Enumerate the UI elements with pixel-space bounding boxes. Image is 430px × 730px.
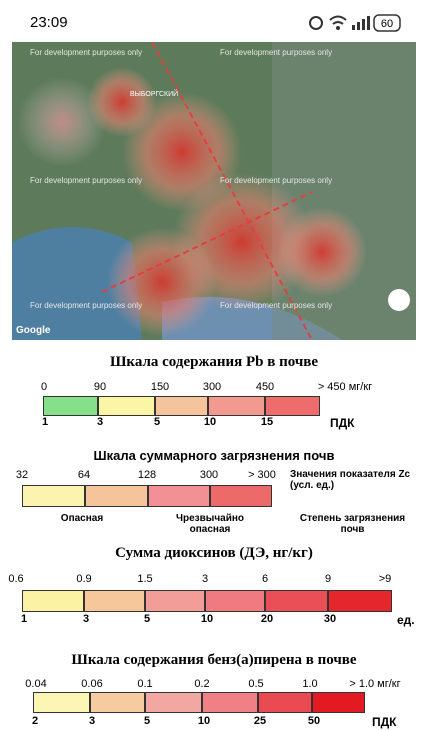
top-label: > 1.0 мг/кг [349,678,401,690]
bottom-label: 10 [203,416,217,428]
top-label: 0.2 [194,678,210,690]
scale-segment [265,396,320,416]
top-label: 0.5 [248,678,264,690]
top-label: 6 [261,573,269,585]
side-label: Степень загрязнения почв [299,513,406,535]
top-label: 150 [150,381,170,393]
top-label: 300 [202,381,222,393]
scale-segment [33,692,90,713]
top-label: 0.9 [76,573,92,585]
status-icons: 60 [309,14,401,32]
scale-segment [205,590,265,612]
battery: 60 [381,18,393,30]
top-label: 0 [40,381,48,393]
bottom-label: 5 [143,715,151,727]
map-watermark: For development purposes only [220,176,333,185]
scale-title: Шкала содержания бенз(а)пирена в почве [71,652,357,668]
scale-segment [22,590,84,612]
top-label: 90 [93,381,107,393]
top-label: 3 [201,573,209,585]
scale-segment [210,485,272,507]
map-watermark: For development purposes only [30,176,143,185]
top-label: 9 [324,573,332,585]
bottom-label: 10 [200,613,214,625]
bottom-label: 20 [260,613,274,625]
scale-segment [328,590,392,612]
top-label: 0.04 [25,678,47,690]
map-watermark: For development purposes only [30,301,143,310]
top-label: > 300 [248,469,276,481]
unit-label: ПДК [330,416,355,430]
scale-segment [22,485,85,507]
top-label: 300 [199,469,219,481]
top-label: > 450 мг/кг [317,381,373,393]
side-label: Значения показателя Zc (усл. ед.) [290,469,411,491]
top-label: 1.0 [302,678,318,690]
bottom-label: 1 [20,613,28,625]
bottom-label: 3 [82,613,90,625]
top-label: 1.5 [137,573,153,585]
bottom-label: 3 [96,416,104,428]
scale-segment [148,485,210,507]
scale-segment [145,692,202,713]
map-watermark: For development purposes only [220,48,333,57]
bottom-label: 3 [88,715,96,727]
scale-segment [43,396,98,416]
time: 23:09 [30,14,68,31]
map-watermark: For development purposes only [30,48,143,57]
scale-segment [98,396,155,416]
top-label: 450 [255,381,275,393]
top-label: >9 [378,573,392,585]
map-place: ВЫБОРГСКИЙ [130,91,179,98]
top-label: 0.6 [8,573,24,585]
bottom-label: 5 [153,416,161,428]
bottom-label: 5 [143,613,151,625]
scale-segment [312,692,365,713]
map-watermark: For development purposes only [220,301,333,310]
map-logo: Google [16,325,51,336]
scale-segment [85,485,148,507]
scale-title: Шкала содержания Pb в почве [109,354,319,370]
scale-segment [258,692,312,713]
scale-segment [155,396,208,416]
top-label: 0.1 [137,678,153,690]
scale-segment [145,590,205,612]
bottom-label: 10 [197,715,211,727]
top-label: 32 [15,469,29,481]
scale-title: Шкала суммарного загрязнения почв [93,448,335,463]
bottom-label: 50 [307,715,321,727]
top-label: 128 [137,469,157,481]
bottom-label: 25 [253,715,267,727]
unit-label: ед. [397,613,415,627]
bottom-label: 1 [41,416,49,428]
scale-segment [265,590,328,612]
top-label: 0.06 [81,678,103,690]
bottom-label: 30 [323,613,337,625]
bottom-label: Опасная [60,513,104,524]
map [12,42,416,340]
top-label: 64 [77,469,91,481]
scale-segment [90,692,145,713]
scale-segment [202,692,258,713]
scale-segment [208,396,265,416]
bottom-label: 2 [31,715,39,727]
bottom-label: Чрезвычайно опасная [175,513,245,535]
scale-title: Сумма диоксинов (ДЭ, нг/кг) [115,545,313,561]
bottom-label: 15 [260,416,274,428]
scale-segment [84,590,145,612]
unit-label: ПДК [372,715,397,729]
